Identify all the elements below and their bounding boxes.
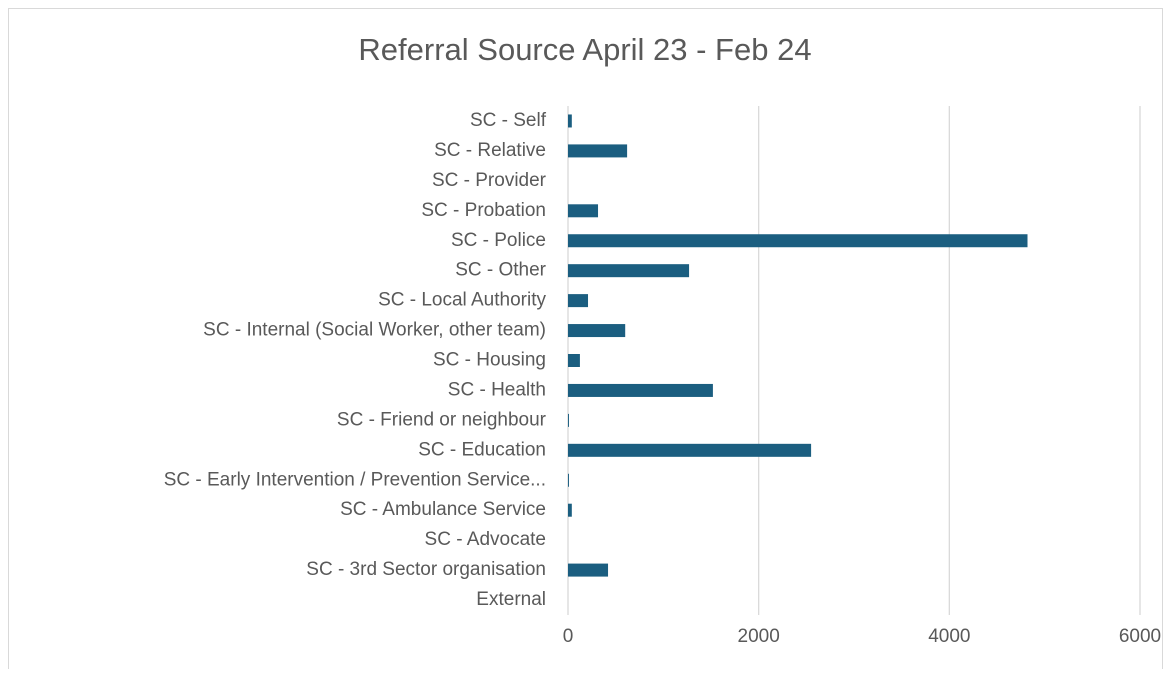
y-tick-label: External (476, 589, 546, 610)
bar (568, 413, 569, 427)
y-tick-label: SC - Ambulance Service (340, 499, 546, 520)
bar (568, 324, 626, 338)
y-tick-label: SC - 3rd Sector organisation (306, 559, 546, 580)
bar (568, 563, 609, 577)
y-tick-label: SC - Education (418, 439, 546, 460)
bar (568, 264, 690, 278)
bar (568, 114, 572, 128)
bar (568, 234, 1028, 248)
y-tick-label: SC - Provider (432, 170, 547, 191)
y-tick-label: SC - Advocate (425, 529, 546, 550)
x-tick-label: 0 (563, 626, 574, 647)
y-tick-label: SC - Probation (421, 200, 546, 221)
bar (568, 354, 580, 367)
y-tick-label: SC - Self (470, 110, 547, 131)
y-tick-label: SC - Early Intervention / Prevention Ser… (164, 469, 546, 490)
y-tick-label: SC - Relative (434, 140, 546, 161)
y-tick-label: SC - Internal (Social Worker, other team… (203, 320, 546, 341)
chart-frame (8, 8, 1163, 674)
y-tick-label: SC - Police (451, 230, 546, 251)
bar (568, 443, 812, 457)
y-tick-label: SC - Housing (433, 350, 546, 371)
bar (568, 383, 713, 397)
bar (568, 473, 569, 487)
y-tick-label: SC - Health (448, 379, 546, 400)
bar (568, 503, 572, 517)
y-tick-label: SC - Friend or neighbour (337, 409, 547, 430)
chart-title: Referral Source April 23 - Feb 24 (358, 32, 811, 67)
bar (568, 204, 599, 218)
x-tick-label: 4000 (928, 626, 970, 647)
y-tick-label: SC - Other (455, 260, 546, 281)
bar (568, 294, 589, 308)
x-tick-label: 2000 (738, 626, 780, 647)
bar (568, 144, 628, 158)
y-tick-label: SC - Local Authority (378, 290, 546, 311)
x-tick-label: 6000 (1119, 626, 1161, 647)
